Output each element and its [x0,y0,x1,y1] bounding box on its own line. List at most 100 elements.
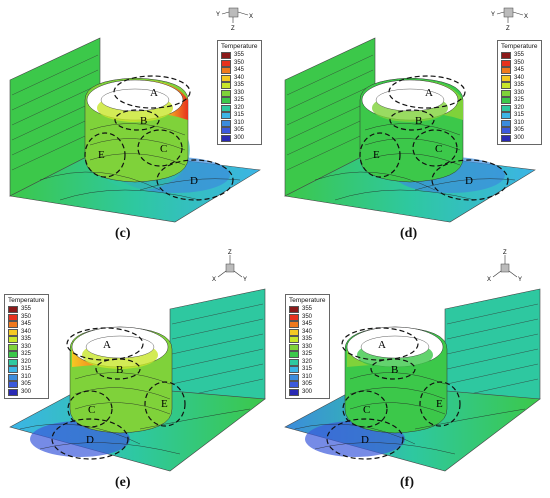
legend-title: Temperature [501,43,538,50]
legend-entry: 305 [221,127,258,135]
legend-entry: 340 [501,74,538,83]
legend-level-label: 350 [302,313,313,320]
legend-entry: 315 [501,112,538,120]
legend-level-label: 345 [21,321,32,328]
legend-swatch [289,321,299,329]
legend-entry: 350 [221,59,258,68]
region-label-a: A [378,339,386,351]
axis-label-x: X [524,14,528,20]
legend-swatch [221,89,231,97]
legend-entry: 320 [501,104,538,113]
legend-level-label: 340 [234,74,245,81]
legend-swatch [501,119,511,127]
legend-level-label: 320 [234,104,245,111]
legend-swatch [221,104,231,112]
legend-entry: 340 [221,74,258,83]
legend-swatch [289,306,299,314]
axis-label-y: Y [491,12,495,18]
legend-entry: 350 [8,313,45,322]
legend-entry: 335 [8,336,45,344]
caption-f: (f) [400,475,414,490]
legend-level-label: 340 [302,328,313,335]
simulation-plot-e: A B C D E Z X Y [9,250,266,472]
legend-entry: 355 [289,306,326,314]
legend-level-label: 335 [21,336,32,343]
legend-swatch [8,321,18,329]
legend-entry: 300 [221,134,258,143]
legend-entry: 335 [289,336,326,344]
region-label-b: B [391,364,398,376]
legend-entry: 310 [221,119,258,128]
legend-swatch [501,52,511,60]
legend-swatch [501,59,511,67]
axis-label-z: Z [231,26,235,32]
legend-rows: 355 350 345 340 335 330 325 320 315 310 305 300 [221,52,258,142]
legend-swatch [289,388,299,396]
axis-cube-icon [500,263,510,273]
legend-level-label: 330 [302,343,313,350]
legend-swatch [289,328,299,336]
legend-entry: 330 [221,89,258,98]
legend-level-label: 300 [302,388,313,395]
legend-swatch [501,104,511,112]
legend-entry: 330 [289,343,326,352]
legend-swatch [289,351,299,359]
legend-entry: 300 [289,388,326,397]
legend-level-label: 355 [234,52,245,59]
legend-level-label: 335 [514,82,525,89]
legend-swatch [221,82,231,90]
legend-level-label: 355 [514,52,525,59]
legend-level-label: 310 [514,119,525,126]
legend-entry: 345 [501,67,538,75]
region-label-e: E [161,398,168,410]
legend-level-label: 315 [514,112,525,119]
legend-swatch [289,358,299,366]
temperature-legend-c: Temperature 355 350 345 340 335 330 325 320 315 3… [217,40,262,145]
legend-entry: 355 [501,52,538,60]
legend-entry: 300 [8,388,45,397]
legend-swatch [501,112,511,120]
axis-cube-icon [503,7,514,18]
legend-level-label: 315 [21,366,32,373]
legend-level-label: 345 [234,67,245,74]
legend-level-label: 300 [234,134,245,141]
legend-swatch [221,127,231,135]
legend-level-label: 330 [21,343,32,350]
region-label-e: E [436,398,443,410]
legend-level-label: 305 [21,381,32,388]
simulation-plot-c: A B C D E Y X Z [9,7,261,223]
axis-label-x: X [249,14,253,20]
legend-level-label: 305 [234,127,245,134]
legend-rows: 355 350 345 340 335 330 325 320 315 310 305 300 [8,306,45,396]
axis-label-x: X [487,277,491,283]
legend-swatch [8,351,18,359]
legend-swatch [221,134,231,142]
legend-entry: 355 [221,52,258,60]
legend-entry: 345 [8,321,45,329]
legend-level-label: 310 [302,373,313,380]
axis-label-z: Z [228,250,232,256]
legend-swatch [221,74,231,82]
caption-d: (d) [400,226,418,241]
region-label-d: D [190,175,198,187]
legend-entry: 330 [501,89,538,98]
legend-level-label: 350 [514,59,525,66]
legend-entry: 310 [8,373,45,382]
region-label-d: D [465,175,473,187]
region-label-b: B [116,364,123,376]
panel-f: A B C D E Z X Y Temperature 355 350 345 340… [275,249,550,498]
legend-entry: 330 [8,343,45,352]
axis-label-z: Z [506,26,510,32]
legend-swatch [221,112,231,120]
panel-d: A B C D E Y X Z Temperature 355 350 345 340… [275,0,550,249]
legend-level-label: 355 [302,306,313,313]
region-label-c: C [88,404,95,416]
legend-level-label: 345 [302,321,313,328]
legend-swatch [8,366,18,374]
legend-entry: 315 [8,366,45,374]
legend-entry: 320 [289,358,326,367]
legend-entry: 325 [8,351,45,359]
legend-swatch [8,336,18,344]
legend-title: Temperature [289,297,326,304]
region-label-a: A [150,87,158,99]
